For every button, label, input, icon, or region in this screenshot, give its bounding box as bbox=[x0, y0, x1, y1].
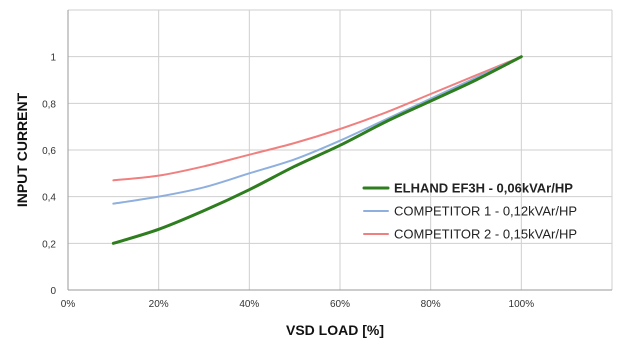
series-line-3 bbox=[112, 55, 523, 182]
legend-label-2: COMPETITOR 1 - 0,12kVAr/HP bbox=[394, 204, 577, 219]
grid bbox=[67, 9, 613, 291]
x-axis-title: VSD LOAD [%] bbox=[286, 322, 384, 338]
y-axis-title: INPUT CURRENT bbox=[14, 92, 30, 207]
legend: ELHAND EF3H - 0,06kVAr/HP COMPETITOR 1 - … bbox=[362, 181, 577, 242]
x-tick-label: 100% bbox=[509, 299, 535, 310]
legend-label-3: COMPETITOR 2 - 0,15kVAr/HP bbox=[394, 227, 577, 242]
x-tick-label: 20% bbox=[149, 299, 169, 310]
axes: 0% 20% 40% 60% 80% 100% 0 0,2 0,4 0,6 0,8 1 bbox=[42, 10, 612, 310]
y-tick-label: 0,6 bbox=[42, 146, 56, 157]
series-lines bbox=[111, 55, 523, 245]
legend-label-1: ELHAND EF3H - 0,06kVAr/HP bbox=[394, 181, 573, 196]
x-tick-label: 80% bbox=[421, 299, 441, 310]
series-line-2 bbox=[112, 55, 523, 205]
x-tick-label: 40% bbox=[239, 299, 259, 310]
y-tick-label: 0,4 bbox=[42, 193, 56, 204]
y-tick-label: 0,8 bbox=[42, 99, 56, 110]
x-tick-label: 60% bbox=[330, 299, 350, 310]
x-tick-label: 0% bbox=[61, 299, 76, 310]
y-tick-label: 0,2 bbox=[42, 239, 56, 250]
y-tick-label: 0 bbox=[50, 286, 56, 297]
y-tick-label: 1 bbox=[50, 53, 56, 64]
series-line-1 bbox=[111, 55, 523, 245]
